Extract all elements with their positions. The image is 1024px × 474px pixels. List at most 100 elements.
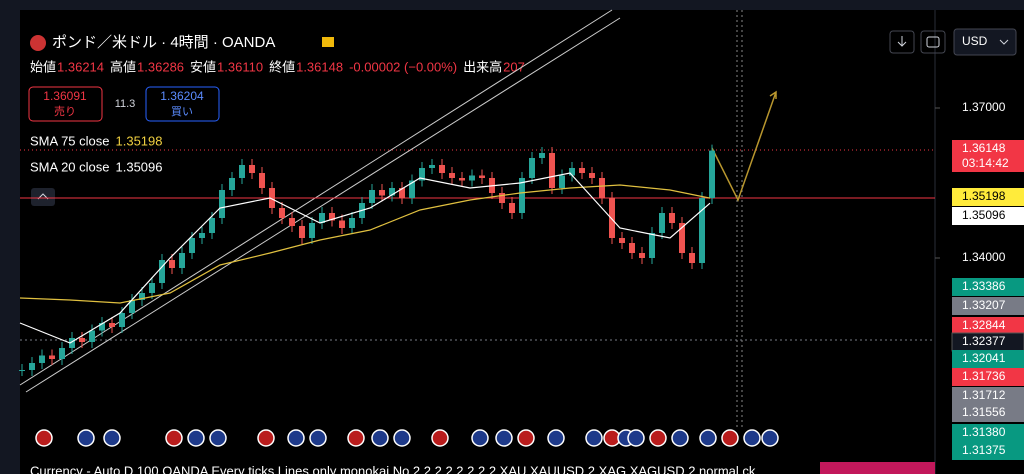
y-tick-label: 1.37000 xyxy=(962,100,1006,114)
ohlc-label: 安値 xyxy=(190,59,216,74)
event-flag xyxy=(627,429,645,447)
footer-highlight xyxy=(820,462,935,474)
sma-line xyxy=(19,184,711,304)
indicator-name: SMA 75 close xyxy=(30,133,110,148)
candle xyxy=(109,323,115,327)
candle xyxy=(499,193,505,203)
event-flag xyxy=(761,429,779,447)
badge-price: 1.33207 xyxy=(962,298,1006,312)
candle xyxy=(79,338,85,342)
candle xyxy=(219,190,225,218)
candle xyxy=(119,313,125,327)
candle xyxy=(379,190,385,196)
indicator-legend: Currency - Auto D 100 OANDA Every ticks … xyxy=(30,463,756,474)
candle xyxy=(259,173,265,188)
sell-price: 1.36091 xyxy=(43,89,87,103)
candle xyxy=(99,323,105,331)
candle xyxy=(199,233,205,238)
event-flag xyxy=(471,429,489,447)
reset-icon xyxy=(926,36,940,48)
candle xyxy=(519,178,525,213)
candle xyxy=(179,253,185,268)
badge-price: 1.36148 xyxy=(962,141,1006,155)
scroll-button[interactable] xyxy=(889,30,915,54)
candle xyxy=(149,283,155,293)
ohlc-value: 207 xyxy=(503,59,525,74)
candle xyxy=(699,198,705,263)
badge-price: 1.31712 xyxy=(962,388,1006,402)
candle xyxy=(589,173,595,178)
event-flag xyxy=(371,429,389,447)
event-flag xyxy=(393,429,411,447)
badge-price: 1.32377 xyxy=(962,334,1006,348)
badge-price: 1.31736 xyxy=(962,369,1006,383)
candle xyxy=(39,355,45,363)
badge-price: 1.31556 xyxy=(962,405,1006,419)
ohlc-label: 始値 xyxy=(30,59,56,74)
flag-icon xyxy=(322,37,334,47)
candle xyxy=(619,238,625,243)
collapse-button[interactable] xyxy=(31,188,55,206)
sell-button[interactable] xyxy=(28,86,103,122)
ohlc-value: 1.36214 xyxy=(57,59,104,74)
event-flag xyxy=(257,429,275,447)
candle xyxy=(229,178,235,190)
candle xyxy=(29,363,35,370)
candle xyxy=(409,180,415,198)
candle xyxy=(479,175,485,178)
candle xyxy=(569,168,575,176)
candle xyxy=(649,233,655,258)
symbol-flag xyxy=(30,35,46,51)
price-badge xyxy=(952,368,1024,386)
candle xyxy=(679,223,685,253)
candle xyxy=(709,150,715,198)
indicator-value: 1.35096 xyxy=(116,159,163,174)
collapse-icon xyxy=(37,193,49,200)
candle xyxy=(239,165,245,178)
down-icon xyxy=(897,36,907,47)
reset-button[interactable] xyxy=(920,30,946,54)
candle xyxy=(129,300,135,313)
currency-select[interactable] xyxy=(953,28,1017,56)
event-flag xyxy=(77,429,95,447)
spread: 11.3 xyxy=(115,98,136,110)
candle xyxy=(299,226,305,238)
candle xyxy=(599,178,605,198)
candle xyxy=(49,355,55,359)
candle xyxy=(209,218,215,233)
candle xyxy=(59,348,65,359)
candle xyxy=(319,213,325,223)
ohlc-row: 始値 1.36214 高値 1.36286 安値 1.36110 終値 1.36148 -0.0… xyxy=(30,59,525,74)
badge-time: 03:14:42 xyxy=(962,156,1009,170)
price-badge xyxy=(952,140,1024,172)
badge-price: 1.32041 xyxy=(962,351,1006,365)
event-flag xyxy=(431,429,449,447)
ohlc-label: 高値 xyxy=(110,59,136,74)
candle xyxy=(309,223,315,238)
candle xyxy=(89,330,95,342)
indicator-value: 1.35198 xyxy=(116,133,163,148)
candle xyxy=(189,238,195,253)
price-badge xyxy=(952,424,1024,442)
candle xyxy=(169,260,175,268)
candle xyxy=(399,188,405,198)
badge-price: 1.31380 xyxy=(962,425,1006,439)
event-flag xyxy=(517,429,535,447)
badge-price: 1.35198 xyxy=(962,189,1006,203)
candle xyxy=(69,338,75,348)
candle xyxy=(269,188,275,208)
candle xyxy=(689,253,695,263)
ohlc-value: -0.00002 (−0.00%) xyxy=(349,59,457,74)
price-badge xyxy=(952,387,1024,405)
candle xyxy=(469,175,475,181)
buy-button[interactable] xyxy=(145,86,220,122)
candle xyxy=(459,178,465,181)
candle xyxy=(629,243,635,253)
candle xyxy=(509,203,515,213)
badge-price: 1.35096 xyxy=(962,208,1006,222)
event-flag xyxy=(103,429,121,447)
price-badge xyxy=(952,297,1024,315)
ohlc-value: 1.36148 xyxy=(296,59,343,74)
